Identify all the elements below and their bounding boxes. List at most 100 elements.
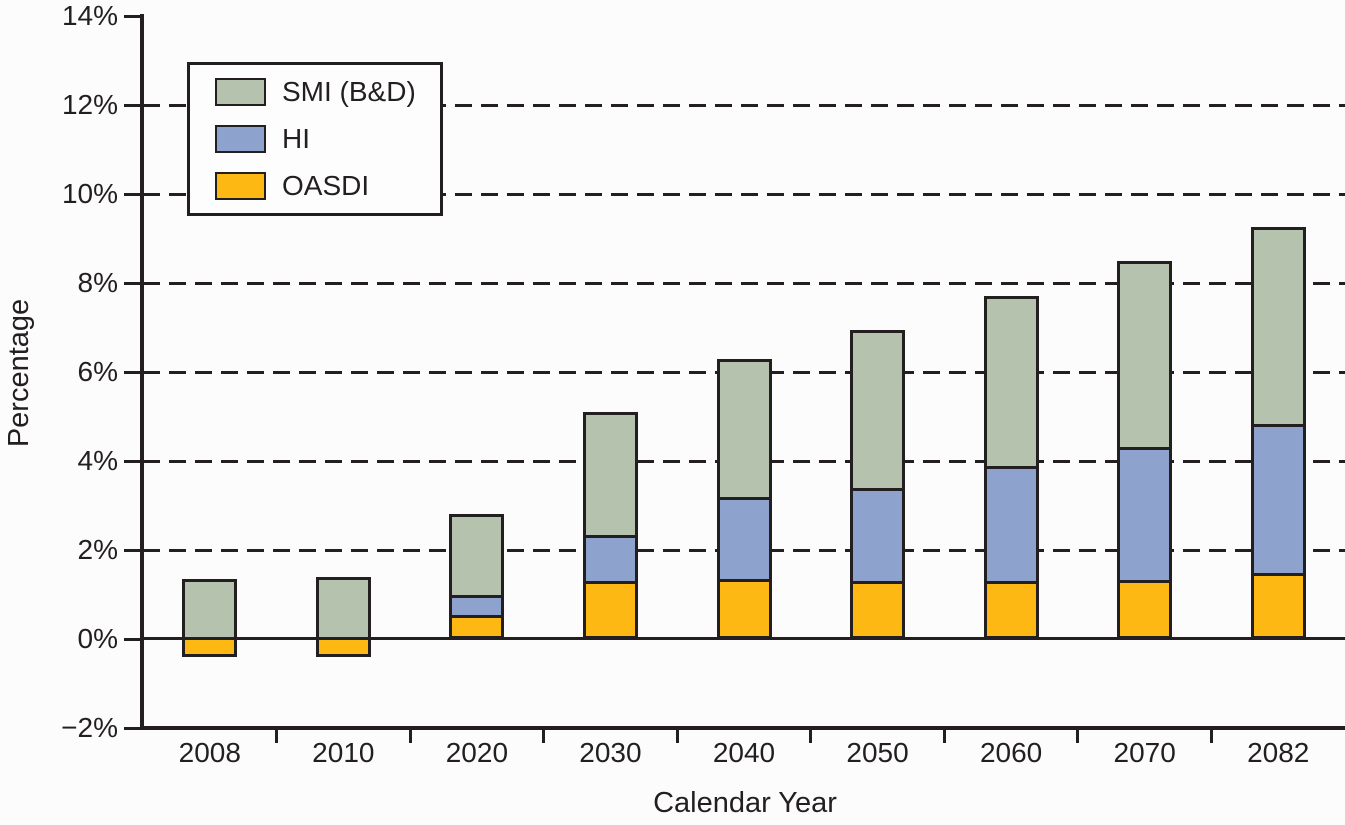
x-tick-label: 2070 [1113,737,1176,768]
bar-2010 [315,576,371,657]
bar-segment-oasdi [318,638,368,654]
bar-segment-divider [986,466,1036,470]
bar-segment-divider [1253,423,1303,427]
bar-segment-oasdi [1253,574,1303,637]
legend-label-hi: HI [282,123,310,154]
y-tick-label: 8% [77,267,118,298]
x-axis-tick [1076,728,1080,743]
y-tick-label: 12% [61,89,118,120]
bar-segment-hi [853,489,903,584]
legend: SMI (B&D) HI OASDI [187,62,443,216]
bar-segment-smi [719,361,769,499]
bar-segment-hi [719,498,769,582]
bar-segment-oasdi [719,581,769,636]
x-axis-tick [675,728,679,743]
x-tick-label: 2040 [712,737,776,768]
legend-item-hi: HI [215,124,440,154]
legend-swatch-oasdi [215,172,266,200]
y-axis-line [140,14,144,730]
bar-2040 [716,358,772,639]
bar-segment-divider [585,535,635,539]
y-axis-tick [124,726,143,730]
bar-segment-divider [853,488,903,492]
bar-segment-smi [185,581,235,639]
bar-2060 [983,296,1039,639]
bar-2020 [449,514,505,639]
gridline-8pct [143,281,1345,285]
legend-item-oasdi: OASDI [215,171,440,201]
legend-item-smi: SMI (B&D) [215,77,440,107]
bar-segment-oasdi [853,583,903,636]
bar-segment-divider [1120,446,1170,450]
bar-segment-divider [1120,579,1170,583]
bar-segment-divider [1253,572,1303,576]
bar-segment-smi [986,299,1036,468]
bar-segment-oasdi [185,638,235,654]
bar-segment-smi [1253,230,1303,426]
bar-segment-divider [185,637,235,641]
bar-segment-divider [318,637,368,641]
bar-segment-smi [318,579,368,639]
gridline-12pct [143,103,1345,107]
bar-segment-hi [1120,447,1170,582]
bar-segment-oasdi [1120,581,1170,636]
y-axis-tick [124,14,143,18]
y-tick-label: −2% [61,712,118,743]
bar-segment-hi [452,596,502,617]
legend-swatch-smi [215,78,266,106]
bar-segment-oasdi [452,616,502,636]
y-tick-label: 4% [77,445,118,476]
gridline-10pct [143,192,1345,196]
x-axis-line [140,726,1345,730]
bar-2050 [850,329,906,639]
y-axis-tick [124,192,143,196]
bar-segment-hi [986,467,1036,584]
bar-segment-oasdi [986,583,1036,636]
y-tick-label: 0% [77,623,118,654]
x-tick-label: 2050 [846,737,909,768]
y-tick-label: 14% [61,0,118,31]
bar-segment-hi [1253,425,1303,575]
y-axis-tick [124,637,143,641]
bar-segment-divider [986,581,1036,585]
x-tick-label: 2008 [178,737,241,768]
y-axis-tick [124,103,143,107]
y-axis-tick [124,459,143,463]
bar-segment-divider [585,581,635,585]
y-axis-tick [124,370,143,374]
x-axis-tick [408,728,412,743]
bar-segment-smi [585,415,635,537]
bar-segment-divider [452,615,502,619]
y-tick-label: 6% [77,356,118,387]
bar-segment-divider [719,579,769,583]
y-axis-tick [124,281,143,285]
x-tick-label: 2030 [579,737,642,768]
bar-2082 [1250,227,1306,639]
y-tick-label: 10% [61,178,118,209]
legend-label-smi: SMI (B&D) [282,76,416,107]
x-axis-title: Calendar Year [653,787,837,819]
bar-segment-smi [853,332,903,490]
x-axis-tick [275,728,279,743]
x-tick-label: 2082 [1247,737,1310,768]
bar-segment-oasdi [585,583,635,636]
x-tick-label: 2020 [445,737,509,768]
x-tick-label: 2010 [312,737,375,768]
bar-segment-divider [853,581,903,585]
x-tick-label: 2060 [979,737,1043,768]
x-axis-tick [542,728,546,743]
y-axis-tick [124,548,143,552]
legend-label-oasdi: OASDI [282,170,370,201]
x-axis-tick [1209,728,1213,743]
bar-2008 [182,578,238,657]
bar-segment-smi [452,517,502,597]
bar-segment-divider [719,497,769,501]
bar-segment-smi [1120,263,1170,448]
y-tick-label: 2% [77,534,118,565]
bar-segment-hi [585,536,635,584]
x-axis-tick [942,728,946,743]
bar-2030 [582,412,638,639]
bar-segment-divider [452,595,502,599]
bar-2070 [1117,260,1173,639]
